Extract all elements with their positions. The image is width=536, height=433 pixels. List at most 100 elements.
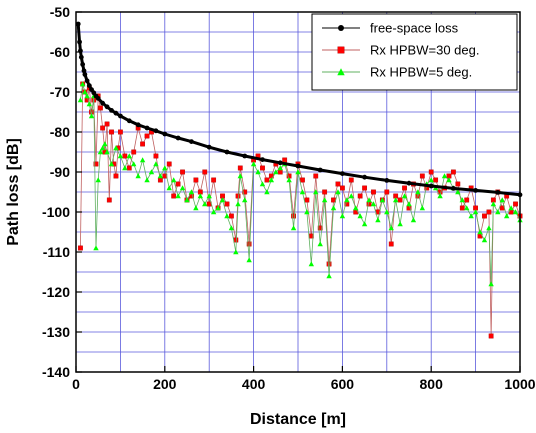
data-point <box>84 93 90 99</box>
data-point <box>79 81 86 87</box>
data-point <box>277 165 283 171</box>
y-tick-label: -100 <box>42 204 70 220</box>
data-point <box>140 141 145 147</box>
data-point <box>455 189 461 195</box>
data-point <box>106 197 112 203</box>
data-point <box>118 113 123 119</box>
data-point <box>95 177 101 183</box>
data-point <box>264 177 270 183</box>
data-point <box>235 201 241 207</box>
data-point <box>370 201 377 207</box>
data-point <box>397 197 403 203</box>
data-point <box>361 221 368 227</box>
y-tick-label: -70 <box>50 84 70 100</box>
data-point <box>362 174 367 180</box>
data-point <box>268 177 275 183</box>
data-point <box>299 189 306 195</box>
data-point <box>291 213 296 219</box>
data-point <box>295 163 301 169</box>
data-point <box>250 161 257 167</box>
data-point <box>512 209 519 215</box>
data-point <box>335 189 341 195</box>
data-point <box>86 83 92 88</box>
data-point <box>82 89 88 95</box>
series-layer <box>75 21 523 339</box>
data-point <box>451 169 456 175</box>
data-point <box>122 165 128 171</box>
data-point <box>86 101 93 107</box>
x-tick-label: 600 <box>331 376 355 392</box>
data-point <box>326 261 332 267</box>
data-point <box>366 201 372 207</box>
data-point <box>139 157 146 163</box>
data-point <box>113 173 119 179</box>
data-point <box>122 153 128 159</box>
data-point <box>170 177 177 183</box>
data-point <box>175 193 181 199</box>
data-point <box>153 128 159 134</box>
legend-entry: Rx HPBW=30 deg. <box>322 43 479 58</box>
data-point <box>384 189 390 195</box>
data-point <box>260 165 265 171</box>
data-point <box>82 72 88 77</box>
data-point <box>277 160 283 166</box>
data-point <box>419 173 425 179</box>
data-point <box>486 209 492 215</box>
data-point <box>348 177 354 183</box>
data-point <box>242 197 248 203</box>
data-point <box>93 245 99 251</box>
data-point <box>228 225 235 231</box>
data-point <box>109 108 114 113</box>
x-axis-title: Distance [m] <box>250 411 346 428</box>
data-point <box>210 209 217 215</box>
data-point <box>397 221 403 227</box>
data-point <box>304 197 310 203</box>
data-point <box>235 193 241 199</box>
data-point <box>75 21 81 27</box>
data-point <box>162 165 168 171</box>
data-point <box>104 121 110 127</box>
data-point <box>481 237 488 243</box>
data-point <box>224 201 230 207</box>
data-point <box>326 273 332 279</box>
legend-entry: free-space loss <box>322 21 459 36</box>
data-point <box>184 197 190 203</box>
data-point <box>88 113 95 119</box>
x-tick-label: 400 <box>242 376 266 392</box>
data-point <box>144 133 150 139</box>
data-point <box>95 96 101 101</box>
data-point <box>455 181 461 187</box>
y-tick-label: -90 <box>50 164 70 180</box>
data-point <box>202 169 208 175</box>
data-point <box>98 105 103 111</box>
data-point <box>84 78 90 84</box>
data-point <box>459 205 465 211</box>
data-point <box>197 193 204 199</box>
data-point <box>348 193 354 199</box>
data-point <box>242 189 248 195</box>
data-point <box>495 190 501 195</box>
data-point <box>206 193 212 199</box>
data-point <box>242 153 248 159</box>
data-point <box>357 213 363 219</box>
data-point <box>193 205 199 211</box>
data-point <box>260 157 265 163</box>
data-point <box>437 193 443 199</box>
data-point <box>153 153 159 159</box>
legend-box <box>311 13 518 91</box>
legend-entry: Rx HPBW=5 deg. <box>322 65 472 80</box>
y-tick-label: -50 <box>50 4 70 20</box>
data-point <box>166 185 172 191</box>
data-point <box>264 189 270 195</box>
legend-label: free-space loss <box>370 21 459 36</box>
data-point <box>100 125 106 131</box>
y-axis-title: Path loss [dB] <box>5 138 22 246</box>
data-point <box>459 197 465 203</box>
data-point <box>211 177 217 183</box>
data-point <box>135 173 141 179</box>
data-point <box>78 245 83 251</box>
data-point <box>499 197 505 203</box>
tick-labels: 0 200 400 600 800 1000 -50 -60 -70 -80 -90 -100 -110… <box>42 4 536 392</box>
data-point <box>388 225 394 231</box>
data-point <box>353 205 359 211</box>
